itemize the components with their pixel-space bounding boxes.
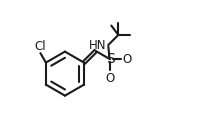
- Text: S: S: [105, 52, 114, 66]
- Text: O: O: [105, 72, 114, 85]
- Text: Cl: Cl: [34, 40, 46, 53]
- Text: O: O: [122, 53, 131, 66]
- Text: HN: HN: [88, 39, 106, 52]
